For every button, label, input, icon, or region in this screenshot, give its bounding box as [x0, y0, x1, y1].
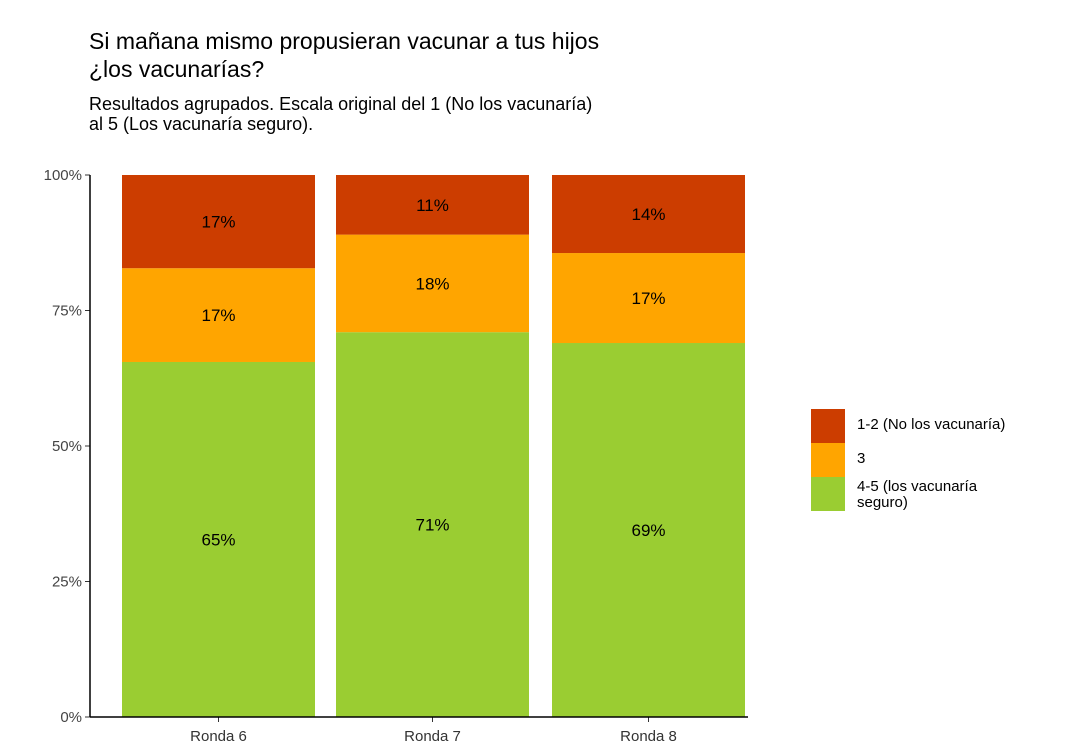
bar-segment-ronda-8-series-1: [552, 253, 745, 344]
legend-swatch-4-5: [811, 477, 845, 511]
x-tick-label: Ronda 7: [404, 728, 461, 745]
chart-title-line-1: Si mañana mismo propusieran vacunar a tu…: [89, 28, 600, 54]
data-label: 17%: [631, 289, 665, 308]
chart-title: Si mañana mismo propusieran vacunar a tu…: [89, 27, 599, 83]
data-label: 17%: [201, 306, 235, 325]
chart-title-line-2: ¿los vacunarías?: [89, 56, 265, 82]
y-tick-label: 50%: [52, 438, 82, 455]
data-label: 11%: [416, 196, 449, 215]
legend-swatch-1-2: [811, 409, 845, 443]
y-tick-label: 75%: [52, 303, 82, 320]
bar-segment-ronda-6-series-1: [122, 268, 315, 362]
chart-subtitle: Resultados agrupados. Escala original de…: [89, 94, 592, 134]
y-tick-label: 100%: [44, 167, 82, 184]
y-tick-label: 25%: [52, 574, 82, 591]
data-label: 14%: [631, 205, 665, 224]
bar-segment-ronda-6-series-0: [122, 361, 315, 717]
bar-segment-ronda-7-series-1: [336, 234, 529, 333]
legend-label-1-2: 1-2 (No los vacunaría): [857, 416, 1006, 433]
bar-segment-ronda-8-series-2: [552, 175, 745, 254]
bar-segment-ronda-7-series-0: [336, 332, 529, 717]
x-tick-label: Ronda 6: [190, 728, 247, 745]
chart-subtitle-line-1: Resultados agrupados. Escala original de…: [89, 94, 593, 114]
data-label: 71%: [415, 516, 449, 535]
bar-segment-ronda-7-series-2: [336, 175, 529, 235]
bar-segment-ronda-8-series-0: [552, 343, 745, 717]
chart-subtitle-line-2: al 5 (Los vacunaría seguro).: [89, 114, 314, 134]
x-tick-label: Ronda 8: [620, 728, 677, 745]
legend-label-3: 3: [857, 450, 866, 467]
data-label: 18%: [415, 274, 449, 293]
y-tick-label: 0%: [60, 709, 82, 726]
data-label: 65%: [201, 530, 235, 549]
data-label: 17%: [201, 213, 235, 232]
data-label: 69%: [631, 521, 665, 540]
legend-label-4-5: 4-5 (los vacunaría seguro): [857, 478, 978, 511]
legend-swatch-3: [811, 443, 845, 477]
bar-segment-ronda-6-series-2: [122, 175, 315, 269]
